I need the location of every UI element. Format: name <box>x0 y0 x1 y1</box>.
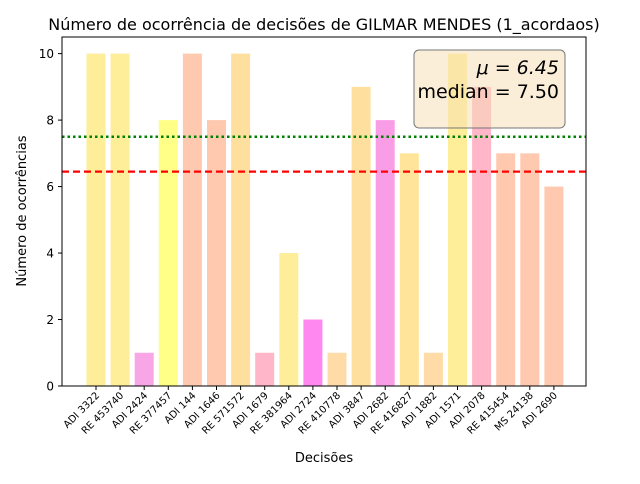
bar-adi-1679 <box>255 352 275 386</box>
bar-re-571572 <box>231 53 251 387</box>
stats-legend-box: μ = 6.45 median = 7.50 <box>413 49 566 129</box>
y-tick-label: 10 <box>39 47 54 61</box>
bar-adi-3847 <box>351 86 371 387</box>
y-tick-label: 8 <box>46 114 54 128</box>
reference-lines <box>62 135 586 173</box>
bar-re-416827 <box>399 153 419 386</box>
y-tick-label: 0 <box>46 380 54 394</box>
x-axis-label: Decisões <box>295 451 353 466</box>
bar-adi-144 <box>182 53 202 387</box>
bar-adi-2424 <box>134 352 154 386</box>
bar-re-410778 <box>327 352 347 386</box>
stats-box-background <box>413 49 566 129</box>
y-tick-label: 4 <box>46 247 54 261</box>
bar-adi-1882 <box>423 352 443 386</box>
bar-re-377457 <box>158 120 178 386</box>
mean-label: μ = 6.45 <box>476 57 559 79</box>
chart-title: Número de ocorrência de decisões de GILM… <box>48 15 600 35</box>
bar-adi-2682 <box>375 120 395 386</box>
plot-frame <box>61 36 587 387</box>
bar-re-415454 <box>496 153 516 386</box>
bar-adi-2690 <box>544 186 564 386</box>
bar-adi-1646 <box>207 120 226 386</box>
bar-re-381964 <box>279 253 299 386</box>
y-tick-label: 2 <box>46 313 54 327</box>
bar-adi-2078 <box>472 86 492 387</box>
bar-ms-24138 <box>520 153 540 386</box>
bar-adi-2724 <box>303 319 323 386</box>
median-label: median = 7.50 <box>417 81 559 103</box>
bar-adi-3322 <box>86 53 106 387</box>
y-axis: 0 2 4 6 8 10 <box>39 47 62 394</box>
y-tick-label: 6 <box>46 180 54 194</box>
bar-re-453740 <box>110 53 130 387</box>
y-axis-label: Número de ocorrências <box>15 135 30 286</box>
bars-group <box>86 53 564 387</box>
